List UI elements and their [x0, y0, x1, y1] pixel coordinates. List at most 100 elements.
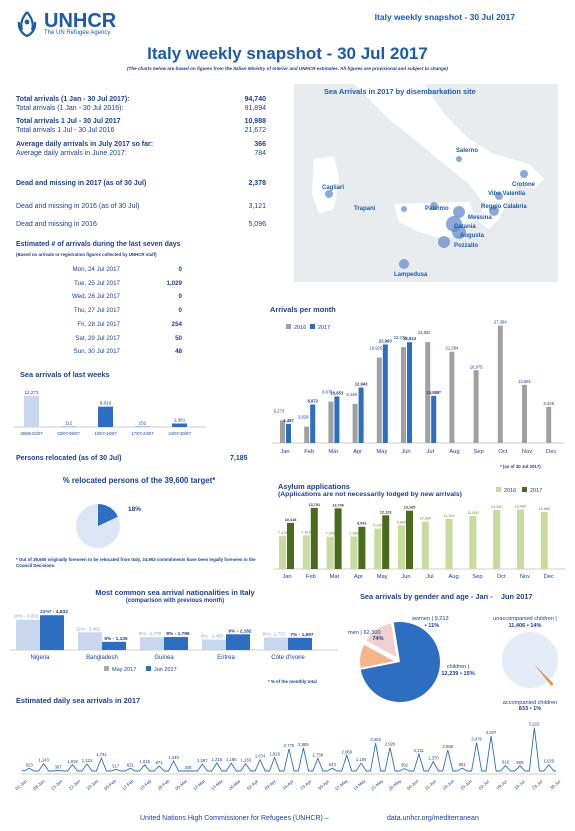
daily-peak-label: 871	[156, 760, 164, 765]
week-value-label: 12,273	[24, 390, 38, 395]
month-axis-label: Jun	[401, 449, 410, 455]
monthly-footnote: * (as of 30 Jul 2017)	[500, 464, 541, 469]
asylum-axis-label: May	[377, 574, 388, 580]
nat-may-label: 8% - 1,778	[139, 631, 162, 636]
weeks-chart: 12,273 26/06-02/07 112 03/07-09/07 8,010 10/0…	[14, 390, 206, 436]
seven-days-title: Estimated # of arrivals during the last …	[16, 241, 181, 248]
asylum-2016-label: 7,415	[278, 531, 288, 535]
daily-axis-label: 12-Mar	[192, 778, 206, 791]
asylum-2017-label: 12,123	[380, 510, 392, 514]
legend-2017-swatch	[522, 487, 527, 492]
nat-jun-label: 9% - 2,182	[228, 628, 252, 634]
asylum-2016-label: 11,990	[467, 511, 478, 515]
nat-jun-label: 7% - 1,697	[290, 632, 314, 638]
asylum-2016-label: 7,305	[325, 532, 335, 536]
unhcr-emblem-icon	[17, 11, 37, 38]
nat-bar-jun	[288, 637, 312, 650]
month-axis-label: May	[376, 449, 387, 455]
relocated-value: 7,185	[230, 455, 248, 462]
daily-peak-label: 1,019	[67, 759, 78, 764]
month-2017-label: 12,943	[355, 382, 368, 387]
stat-row: Total arrivals 1 Jul - 30 Jul 2017 10,988	[16, 118, 266, 125]
asylum-axis-label: Sep	[472, 574, 482, 580]
logo-text: UNHCR	[44, 10, 117, 32]
month-2016-label: 13,581	[518, 379, 531, 384]
asylum-axis-label: Nov	[520, 574, 530, 580]
daily-peak-label: 2,658	[443, 744, 454, 749]
month-bar-2016	[497, 325, 503, 443]
daily-axis-label: 05-Feb	[103, 778, 117, 791]
daily-peak-label: 517	[112, 763, 120, 768]
month-2016-label: 3,828	[298, 415, 309, 420]
daily-axis-label: 22-Jan	[68, 778, 82, 791]
gender-children-label: children |	[447, 664, 470, 670]
stat-value: 784	[254, 150, 266, 157]
daily-peak-label: 1,741	[96, 752, 107, 757]
nat-bar-may	[202, 639, 226, 650]
stat-value: 91,894	[244, 105, 266, 112]
day-value: 0	[178, 293, 182, 301]
daily-peak-label: 4,207	[486, 730, 497, 735]
asylum-bar-2017	[358, 526, 366, 569]
nat-bar-may	[78, 632, 102, 650]
stat-row: Average daily arrivals in June 2017: 784	[16, 150, 266, 157]
relocated-label: Persons relocated (as of 30 Jul)	[16, 455, 122, 462]
stat-value: 3,121	[248, 203, 266, 210]
day-label: Sat, 29 Jul 2017	[75, 334, 120, 342]
day-label: Tue, 25 Jul 2017	[74, 279, 120, 287]
asylum-bar-2017	[334, 508, 342, 569]
daily-peak-label: 2,068	[341, 749, 352, 754]
month-bar-2016	[522, 384, 527, 443]
daily-title: Estimated daily sea arrivals in 2017	[16, 696, 141, 705]
nat-bar-jun	[164, 637, 188, 650]
gender-men-label: men | 62,300	[348, 630, 381, 636]
daily-peak-label: 1,133	[240, 758, 251, 763]
gender-slice-men	[360, 622, 440, 702]
nat-axis-label: Guinea	[154, 655, 174, 661]
nat-axis-label: Nigeria	[30, 655, 50, 661]
disembarkation-map: Sea Arrivals in 2017 by disembarkation s…	[294, 84, 558, 282]
day-value: 50	[175, 334, 182, 342]
daily-peak-label: 643	[329, 762, 337, 767]
daily-axis-label: 05-Mar	[174, 778, 188, 791]
relocation-done-slice	[98, 504, 118, 526]
month-bar-2016	[376, 357, 382, 443]
asylum-axis-label: Mar	[330, 574, 340, 580]
asylum-chart: 2016 2017 7,415 10,418 Jan 7,610 13,791 Feb 7,30…	[274, 487, 566, 580]
daily-peak-label: 5,115	[529, 722, 540, 727]
daily-series-line	[21, 727, 556, 772]
daily-axis-label: 11-Jun	[424, 778, 438, 791]
daily-peak-label: 1,370	[428, 756, 439, 761]
month-2016-label: 23,552	[418, 330, 431, 335]
daily-peak-label: 346	[184, 765, 192, 770]
daily-peak-label: 916	[502, 760, 510, 765]
map-title: Sea Arrivals in 2017 by disembarkation s…	[324, 87, 476, 96]
daily-axis-label: 26-Mar	[228, 778, 242, 791]
month-axis-label: Oct	[498, 449, 507, 455]
asylum-2016-label: 9,860	[397, 520, 407, 524]
daily-axis-label: 09-Jul	[495, 779, 507, 791]
logo-subtitle: The UN Refugee Agency	[44, 30, 111, 36]
unaccompanied-value: 11,406 • 14%	[508, 623, 541, 629]
week-category-label: 24/07-30/07	[168, 431, 191, 436]
seven-days-subtitle: (Based on arrivals or registration figur…	[16, 252, 157, 257]
month-axis-label: Sep	[473, 449, 483, 455]
daily-axis-label: 14-May	[352, 778, 367, 792]
page-title: Italy weekly snapshot - 30 Jul 2017	[147, 44, 428, 63]
gender-women-label: women | 9,213	[411, 616, 449, 622]
gender-slice-children	[366, 623, 397, 658]
day-value: 1,029	[166, 279, 182, 287]
nat-bar-may	[140, 637, 164, 650]
daily-axis-label: 19-Mar	[210, 778, 224, 791]
stat-label: Total arrivals 1 Jul - 30 Jul 2016	[16, 127, 115, 134]
stat-row: Total arrivals (1 Jan - 30 Jul 2016): 91,…	[16, 105, 266, 112]
accompanied-label: accompanied children	[503, 700, 557, 706]
footer-link[interactable]: data.unhcr.org/mediterranean	[387, 815, 479, 822]
daily-peak-label: 1,121	[82, 758, 93, 763]
daily-axis-label: 16-Jul	[513, 779, 525, 791]
daily-axis-label: 23-Jul	[531, 779, 543, 791]
week-value-label: 112	[65, 421, 73, 426]
legend-may-swatch	[104, 666, 109, 671]
legend-2016-swatch	[496, 487, 501, 492]
daily-axis-label: 02-Jul	[478, 779, 490, 791]
